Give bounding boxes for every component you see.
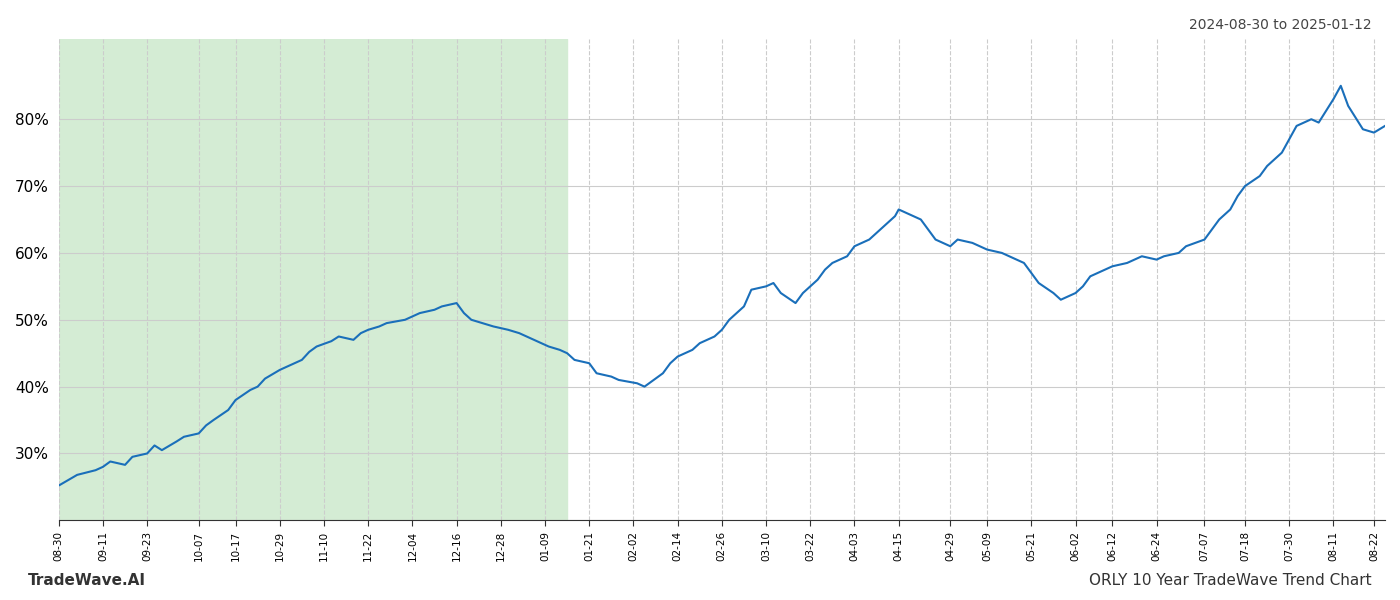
Bar bbox=[59, 39, 567, 520]
Text: ORLY 10 Year TradeWave Trend Chart: ORLY 10 Year TradeWave Trend Chart bbox=[1089, 573, 1372, 588]
Text: TradeWave.AI: TradeWave.AI bbox=[28, 573, 146, 588]
Text: 2024-08-30 to 2025-01-12: 2024-08-30 to 2025-01-12 bbox=[1190, 18, 1372, 32]
